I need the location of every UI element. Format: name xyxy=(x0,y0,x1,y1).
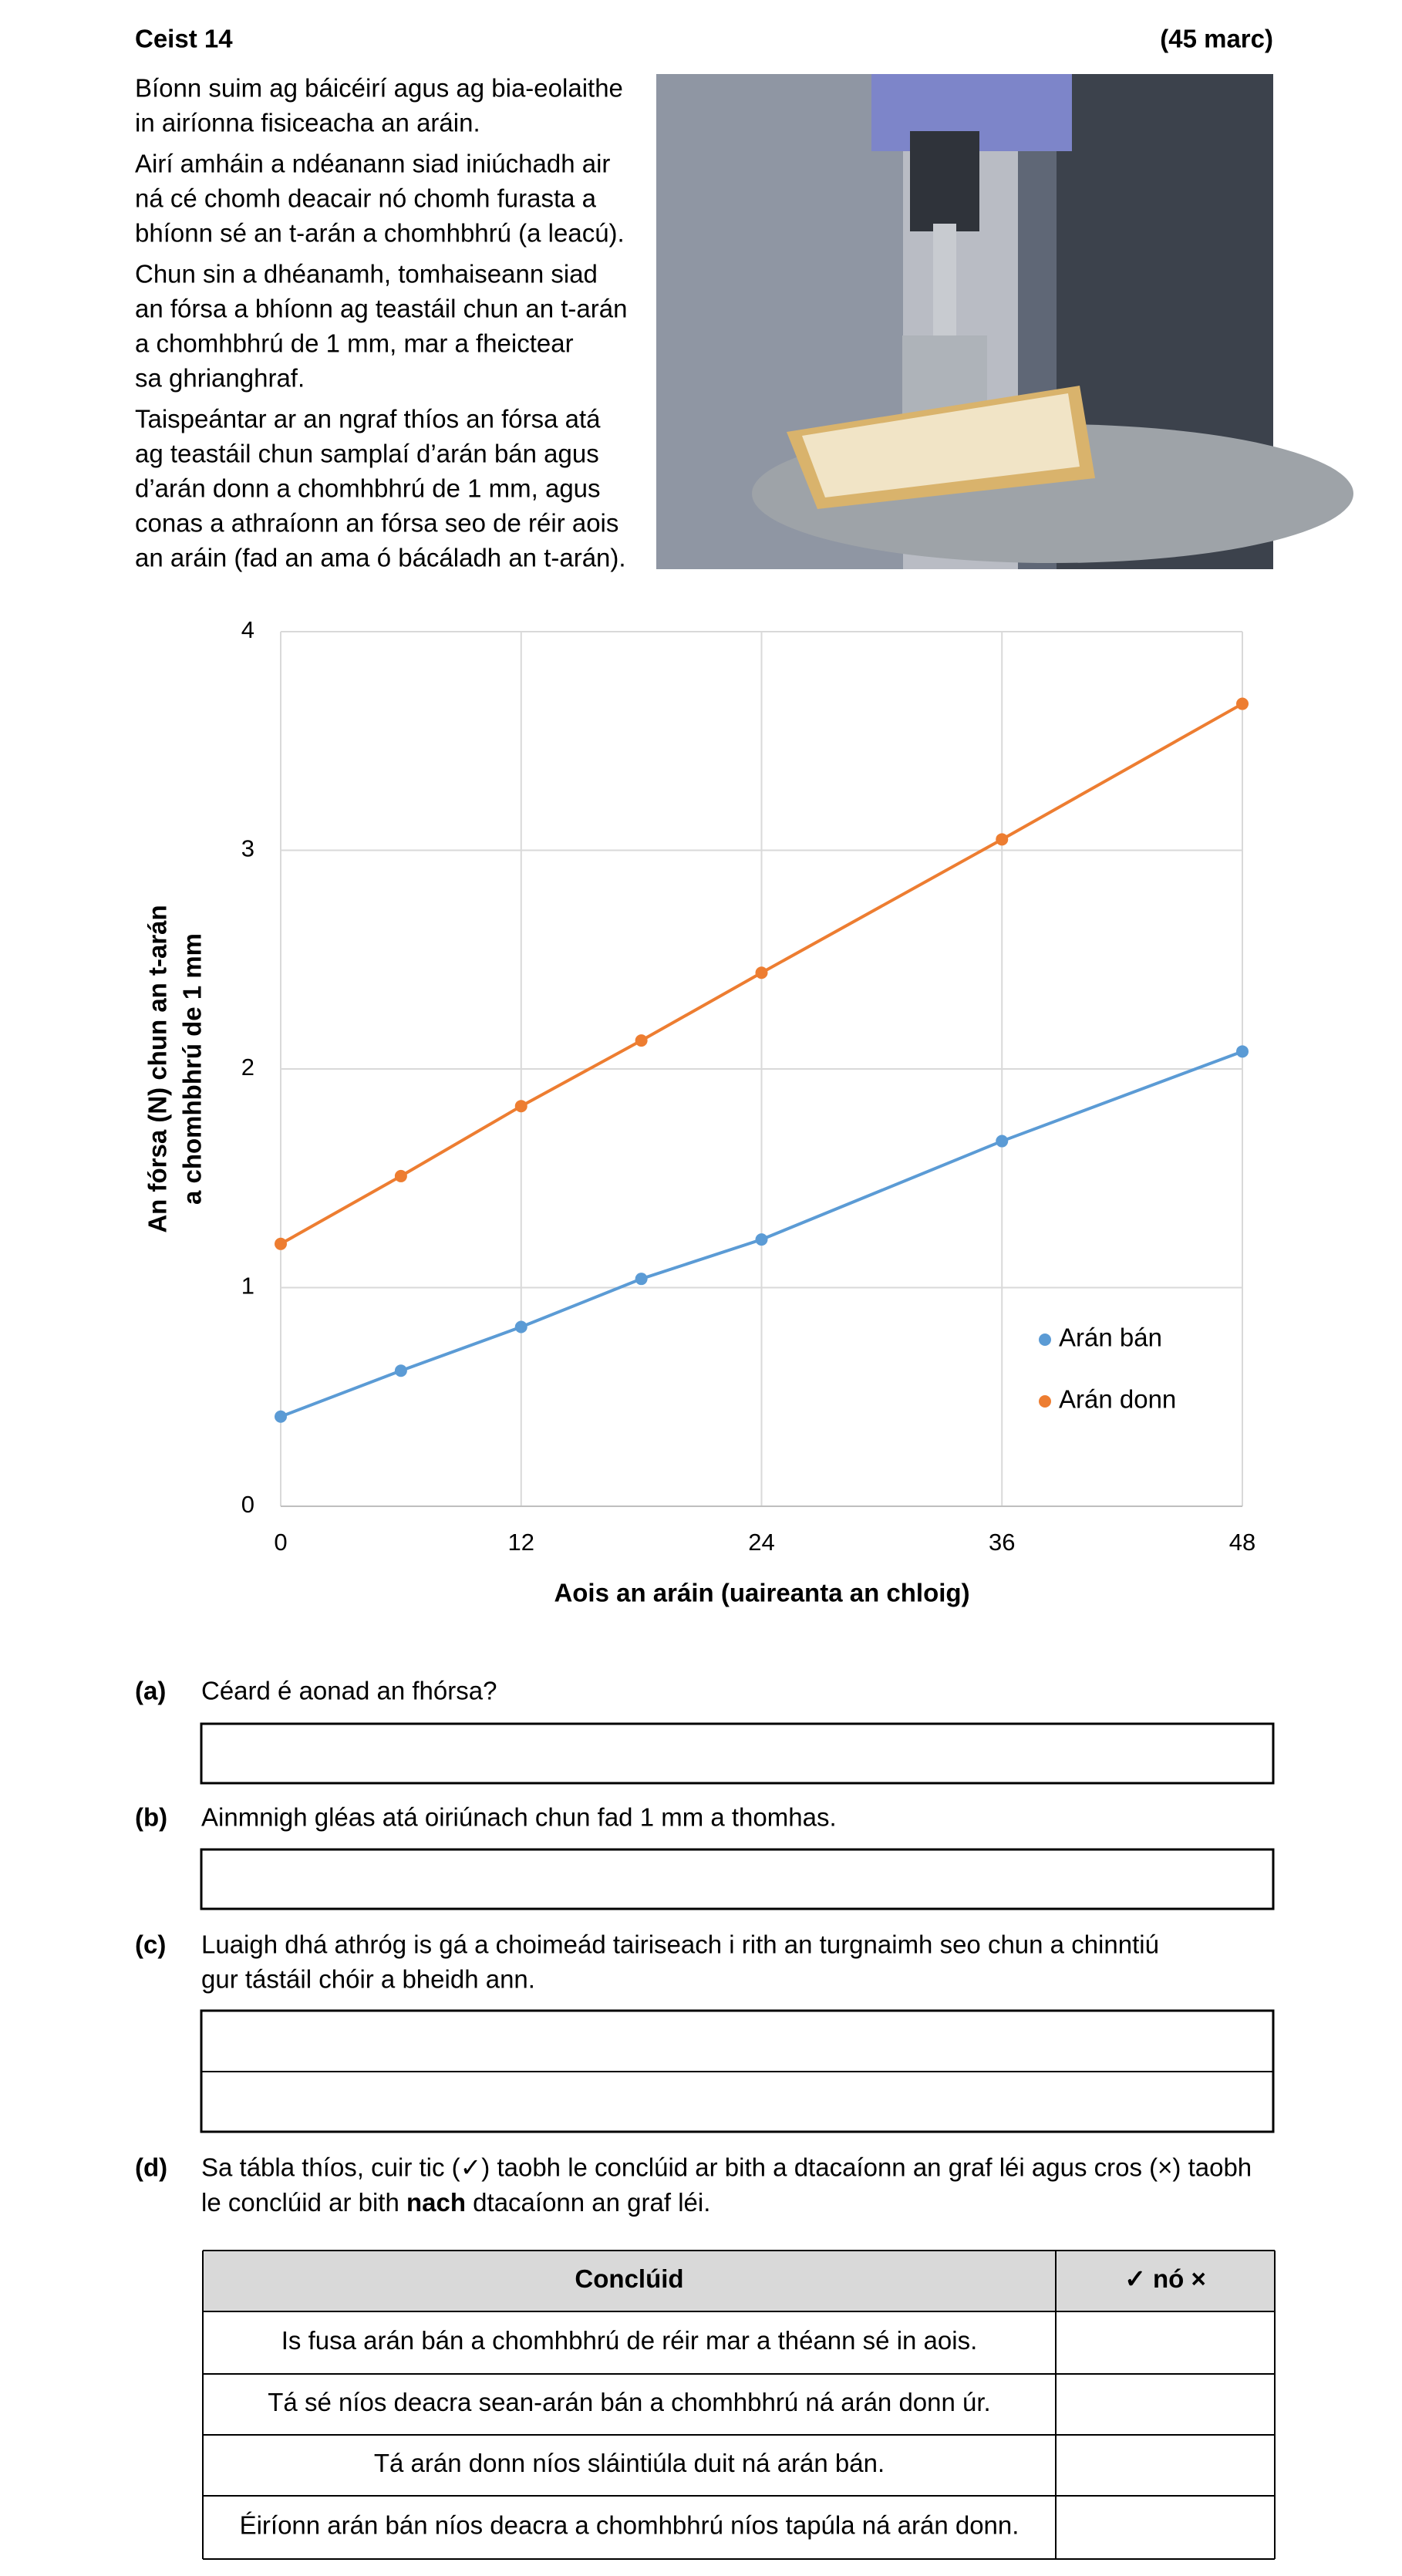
intro: Bíonn suim ag báicéirí agus ag bia-eolai… xyxy=(135,74,627,572)
question-label: (d) xyxy=(135,2153,167,2182)
data-point xyxy=(275,1410,287,1423)
intro-line: an aráin (fad an ama ó bácáladh an t-ará… xyxy=(135,544,626,572)
intro-line: Airí amháin a ndéanann siad iniúchadh ai… xyxy=(135,150,610,178)
y-tick-label: 1 xyxy=(241,1273,254,1300)
photo xyxy=(656,74,1353,569)
question-text: gur tástáil chóir a bheidh ann. xyxy=(201,1965,535,1994)
intro-line: Bíonn suim ag báicéirí agus ag bia-eolai… xyxy=(135,74,623,103)
text: dtacaíonn an graf léi. xyxy=(466,2188,710,2217)
intro-line: in airíonna fisiceacha an aráin. xyxy=(135,109,480,137)
table-cell: Is fusa arán bán a chomhbhrú de réir mar… xyxy=(281,2326,978,2355)
y-axis-title: An fórsa (N) chun an t-arán a chomhbhrú … xyxy=(143,905,207,1232)
table-cell: Tá arán donn níos sláintiúla duit ná ará… xyxy=(374,2449,885,2477)
chart: An fórsa (N) chun an t-arán a chomhbhrú … xyxy=(143,616,1256,1607)
data-point xyxy=(635,1034,648,1047)
table-cell: Éiríonn arán bán níos deacra a chomhbhrú… xyxy=(240,2511,1019,2540)
intro-line: a chomhbhrú de 1 mm, mar a fheictear xyxy=(135,329,574,358)
question-label: (a) xyxy=(135,1677,166,1705)
answer-box xyxy=(200,1848,1275,1910)
data-point xyxy=(394,1169,407,1182)
question-text: Céard é aonad an fhórsa? xyxy=(201,1677,497,1705)
x-tick-label: 24 xyxy=(748,1529,774,1556)
intro-line: sa ghrianghraf. xyxy=(135,364,305,393)
intro-line: Taispeántar ar an ngraf thíos an fórsa a… xyxy=(135,405,601,433)
data-point xyxy=(755,1233,768,1246)
y-tick-label: 0 xyxy=(241,1491,254,1518)
data-point xyxy=(275,1237,287,1250)
legend-marker xyxy=(1039,1395,1051,1408)
question-title: Ceist 14 xyxy=(135,25,233,53)
intro-line: an fórsa a bhíonn ag teastáil chun an t-… xyxy=(135,295,627,323)
intro-line: ná cé chomh deacair nó chomh furasta a xyxy=(135,184,597,213)
data-point xyxy=(1236,697,1249,710)
intro-line: ag teastáil chun samplaí d’arán bán agus xyxy=(135,440,599,468)
table-header: ✓ nó × xyxy=(1124,2264,1206,2293)
question-text: Sa tábla thíos, cuir tic (✓) taobh le co… xyxy=(201,2153,1252,2182)
x-tick-label: 48 xyxy=(1229,1529,1255,1556)
x-axis-title: Aois an aráin (uaireanta an chloig) xyxy=(554,1579,969,1607)
text: le conclúid ar bith xyxy=(201,2188,406,2217)
data-point xyxy=(514,1100,527,1113)
legend-label: Arán donn xyxy=(1059,1385,1176,1414)
y-tick-label: 4 xyxy=(241,616,254,643)
data-point xyxy=(1236,1045,1249,1058)
y-axis-title-line: An fórsa (N) chun an t-arán xyxy=(143,905,172,1232)
x-tick-label: 36 xyxy=(989,1529,1015,1556)
data-point xyxy=(996,1135,1009,1148)
intro-line: conas a athraíonn an fórsa seo de réir a… xyxy=(135,509,618,538)
y-axis-title-line: a chomhbhrú de 1 mm xyxy=(178,933,207,1205)
intro-line: d’arán donn a chomhbhrú de 1 mm, agus xyxy=(135,474,601,503)
question-label: (b) xyxy=(135,1803,167,1832)
data-point xyxy=(394,1364,407,1377)
answer-box xyxy=(200,1722,1275,1785)
table-cell: Tá sé níos deacra sean-arán bán a chomhb… xyxy=(268,2388,990,2416)
legend-marker xyxy=(1039,1334,1051,1346)
legend-label: Arán bán xyxy=(1059,1323,1162,1352)
x-tick-label: 0 xyxy=(274,1529,287,1556)
data-point xyxy=(996,833,1009,846)
data-point xyxy=(755,966,768,979)
x-tick-label: 12 xyxy=(508,1529,534,1556)
question-text: Luaigh dhá athróg is gá a choimeád tairi… xyxy=(201,1930,1159,1959)
bold-text: nach xyxy=(406,2188,466,2217)
data-point xyxy=(635,1273,648,1286)
question-text: le conclúid ar bith nach dtacaíonn an gr… xyxy=(201,2188,710,2217)
table-header: Conclúid xyxy=(575,2264,683,2293)
table: Conclúid ✓ nó × Is fusa arán bán a chomhbh… xyxy=(202,2250,1276,2560)
questions: (a) Céard é aonad an fhórsa? (b) Ainmnigh g… xyxy=(135,1677,1275,2182)
marks: (45 marc) xyxy=(1160,25,1273,53)
y-tick-label: 3 xyxy=(241,835,254,862)
question-text: Ainmnigh gléas atá oiriúnach chun fad 1 … xyxy=(201,1803,837,1832)
intro-line: bhíonn sé an t-arán a chomhbhrú (a leacú… xyxy=(135,219,625,248)
y-tick-label: 2 xyxy=(241,1054,254,1081)
question-label: (c) xyxy=(135,1930,166,1959)
data-point xyxy=(514,1320,527,1334)
intro-line: Chun sin a dhéanamh, tomhaiseann siad xyxy=(135,260,598,288)
table-header-bg xyxy=(203,2251,1275,2311)
